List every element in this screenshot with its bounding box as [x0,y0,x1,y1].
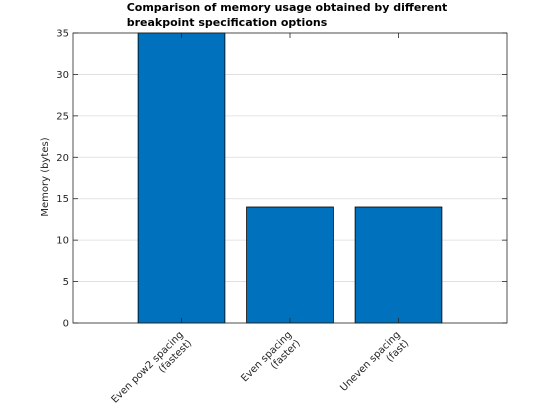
bar [246,206,334,324]
y-tick-label: 25 [56,111,69,122]
y-tick-label: 35 [56,29,69,40]
y-tick-label: 5 [63,277,69,288]
y-axis-label: Memory (bytes) [40,137,51,216]
y-tick-label: 20 [56,153,69,164]
chart-title-line-2: breakpoint specification options [127,16,328,29]
bar [354,206,443,324]
y-tick-label: 15 [56,194,69,205]
y-tick-label: 10 [56,236,69,247]
y-axis-ticks: 0 5 10 15 20 25 30 35 [56,29,507,330]
y-tick-label: 0 [63,319,69,330]
y-tick-label: 30 [56,70,69,81]
chart-title-line-1: Comparison of memory usage obtained by d… [127,1,448,14]
bar [137,32,226,324]
bars [137,32,443,324]
